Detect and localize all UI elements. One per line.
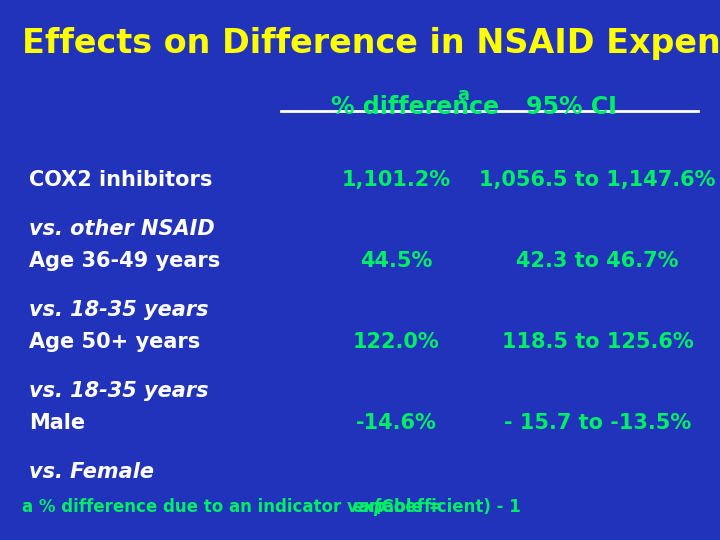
Text: 1,056.5 to 1,147.6%: 1,056.5 to 1,147.6% (480, 170, 716, 190)
Text: exp: exp (353, 498, 387, 516)
Text: vs. other NSAID: vs. other NSAID (29, 219, 215, 239)
Text: -14.6%: -14.6% (356, 413, 436, 433)
Text: (Coefficient) - 1: (Coefficient) - 1 (374, 498, 521, 516)
Text: vs. 18-35 years: vs. 18-35 years (29, 381, 208, 401)
Text: a: a (457, 86, 469, 104)
Text: - 15.7 to -13.5%: - 15.7 to -13.5% (504, 413, 691, 433)
Text: 122.0%: 122.0% (353, 332, 439, 352)
Text: Effects on Difference in NSAID Expenditure: Effects on Difference in NSAID Expenditu… (22, 27, 720, 60)
Text: 42.3 to 46.7%: 42.3 to 46.7% (516, 251, 679, 271)
Text: vs. 18-35 years: vs. 18-35 years (29, 300, 208, 320)
Text: COX2 inhibitors: COX2 inhibitors (29, 170, 212, 190)
Text: Age 36-49 years: Age 36-49 years (29, 251, 220, 271)
Text: a % difference due to an indicator variable =: a % difference due to an indicator varia… (22, 498, 448, 516)
Text: 44.5%: 44.5% (360, 251, 432, 271)
Text: Age 50+ years: Age 50+ years (29, 332, 200, 352)
Text: 118.5 to 125.6%: 118.5 to 125.6% (502, 332, 693, 352)
Text: 95% CI: 95% CI (526, 94, 616, 118)
Text: vs. Female: vs. Female (29, 462, 154, 482)
Text: 1,101.2%: 1,101.2% (341, 170, 451, 190)
Text: Male: Male (29, 413, 85, 433)
Text: % difference: % difference (331, 94, 508, 118)
